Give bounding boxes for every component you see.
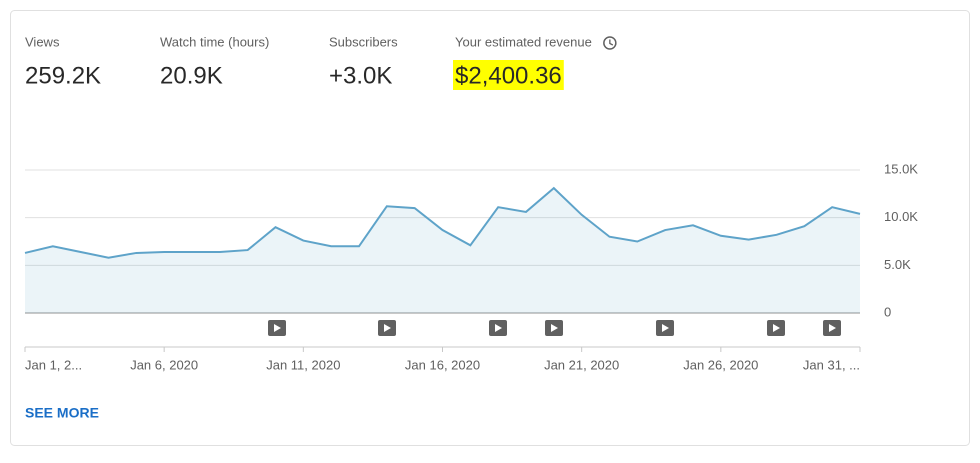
metric-label: Watch time (hours): [160, 34, 269, 49]
card: [10, 10, 970, 446]
x-tick-label: Jan 26, 2020: [683, 357, 758, 372]
metric-value: +3.0K: [329, 62, 392, 89]
x-tick-label: Jan 1, 2...: [25, 357, 82, 372]
see-more-link[interactable]: SEE MORE: [25, 405, 99, 421]
chart: 0 5.0K 10.0K 15.0K Jan 1, 2... Jan 6, 2020 Jan…: [24, 161, 918, 372]
x-tick-label: Jan 31, ...: [803, 357, 860, 372]
line: [24, 186, 861, 259]
y-tick-label: 15.0K: [884, 161, 918, 176]
y-tick-label: 5.0K: [884, 257, 911, 272]
x-tick-label: Jan 6, 2020: [130, 357, 198, 372]
x-tick-label: Jan 11, 2020: [266, 357, 340, 372]
metric-label: Your estimated revenue: [455, 34, 592, 49]
metric-label: Views: [25, 34, 60, 49]
metric-value: 20.9K: [160, 62, 223, 89]
x-tick-label: Jan 21, 2020: [544, 357, 619, 372]
y-tick-label: 10.0K: [884, 209, 918, 224]
clock-icon: [603, 36, 617, 50]
metric-value: 259.2K: [25, 62, 101, 89]
metric-value: $2,400.36: [455, 62, 562, 89]
metric-label: Subscribers: [329, 34, 398, 49]
x-tick-label: Jan 16, 2020: [405, 357, 480, 372]
play-icons: [274, 324, 836, 332]
highlight: [453, 60, 564, 90]
area: [25, 188, 860, 313]
y-tick-label: 0: [884, 304, 891, 319]
